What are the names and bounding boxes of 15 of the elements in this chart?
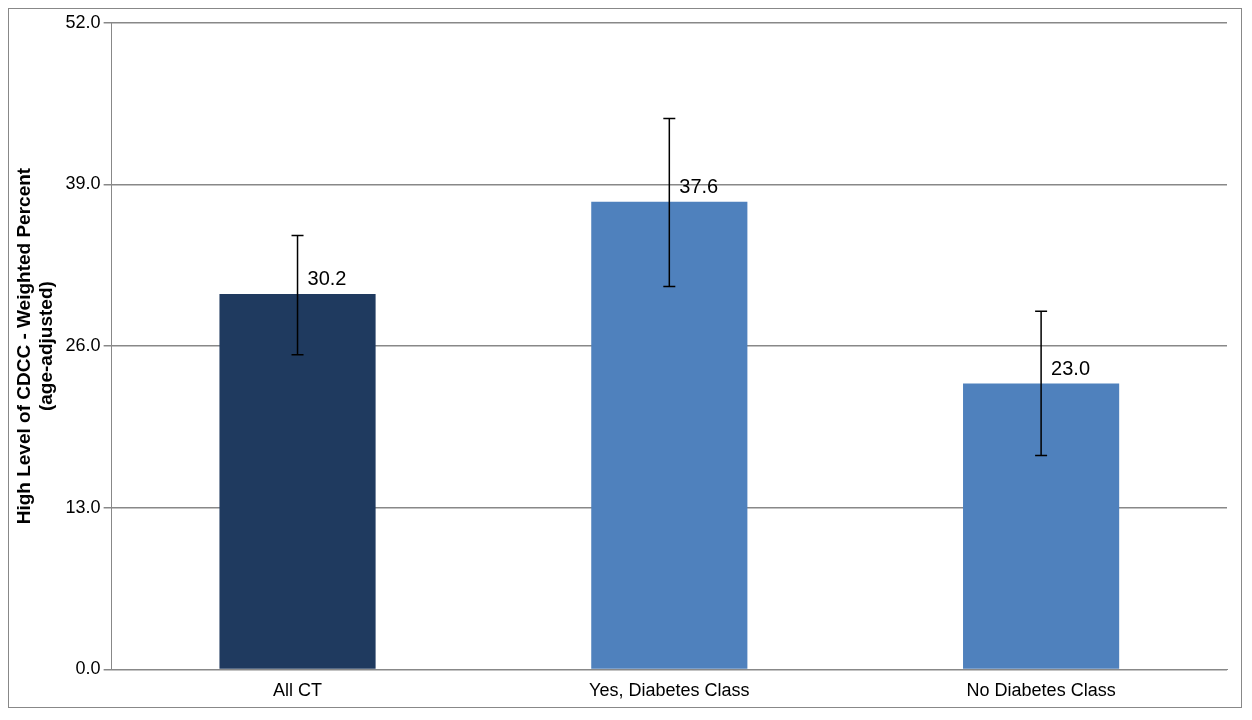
x-tick-label: All CT — [273, 680, 323, 701]
y-tick-label: 0.0 — [75, 658, 101, 679]
y-tick-label: 26.0 — [65, 335, 101, 356]
x-tick-label: Yes, Diabetes Class — [589, 680, 750, 701]
y-tick-label: 13.0 — [65, 496, 101, 517]
data-label: 30.2 — [307, 267, 347, 290]
y-tick-label: 39.0 — [65, 173, 101, 194]
bar — [219, 293, 376, 669]
bar — [591, 201, 748, 669]
data-label: 37.6 — [679, 175, 719, 198]
data-label: 23.0 — [1051, 356, 1091, 379]
y-axis-title: High Level of CDCC - Weighted Percent (age-adjusted) — [12, 167, 57, 525]
x-tick-label: No Diabetes Class — [966, 680, 1116, 701]
bar — [963, 383, 1120, 669]
y-tick-label: 52.0 — [65, 11, 101, 32]
